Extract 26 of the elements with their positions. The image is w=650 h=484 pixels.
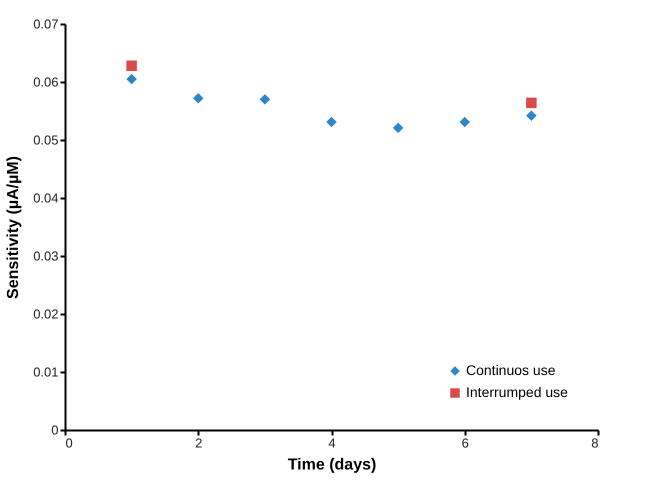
y-tick-label: 0.01 [33, 364, 58, 380]
point [460, 116, 470, 128]
y-tick-label: 0.06 [33, 74, 58, 90]
point [193, 92, 204, 104]
y-tick-label: 0.05 [33, 132, 58, 148]
x-tick-label: 4 [328, 436, 336, 450]
y-axis-title: Sensitivity (µA/µM) [5, 156, 22, 299]
point [126, 60, 137, 72]
point [526, 110, 537, 121]
point [392, 122, 404, 134]
y-tick-label: 0.04 [33, 190, 58, 206]
y-tick-label: 0.07 [33, 16, 58, 32]
x-tick-label: 6 [462, 436, 469, 450]
legend-label: Continuos use [466, 362, 556, 378]
point [126, 74, 137, 84]
x-tick-label: 8 [591, 436, 598, 450]
x-axis-title: Time (days) [288, 456, 376, 474]
x-tick-label: 0 [66, 436, 73, 450]
point [260, 94, 270, 105]
legend-label: Interrumped use [466, 384, 568, 400]
y-tick-label: 0 [51, 422, 58, 438]
y-tick-label: 0.02 [33, 306, 58, 322]
y-tick-label: 0.03 [33, 248, 58, 264]
point [526, 98, 537, 108]
x-tick-label: 2 [195, 436, 202, 450]
point [326, 116, 337, 128]
